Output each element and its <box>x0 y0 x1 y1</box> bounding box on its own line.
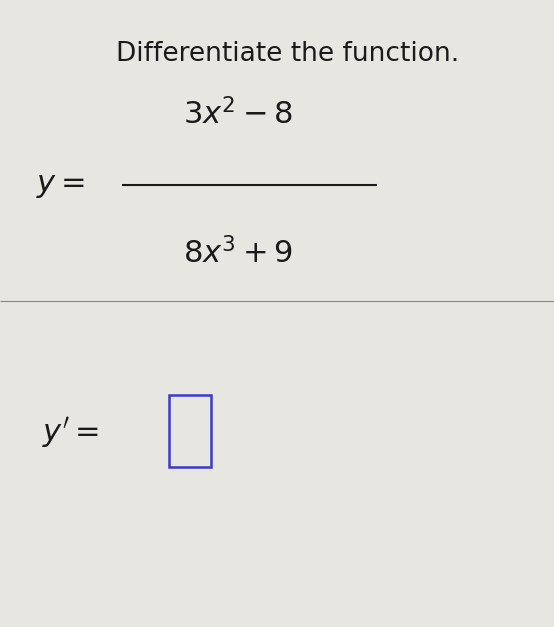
Text: $y=$: $y=$ <box>36 169 85 201</box>
Text: $3x^2-8$: $3x^2-8$ <box>183 99 293 132</box>
Text: Differentiate the function.: Differentiate the function. <box>116 41 460 66</box>
Text: $y'=$: $y'=$ <box>42 415 99 450</box>
Bar <box>169 395 211 467</box>
Text: $8x^3+9$: $8x^3+9$ <box>183 238 293 271</box>
